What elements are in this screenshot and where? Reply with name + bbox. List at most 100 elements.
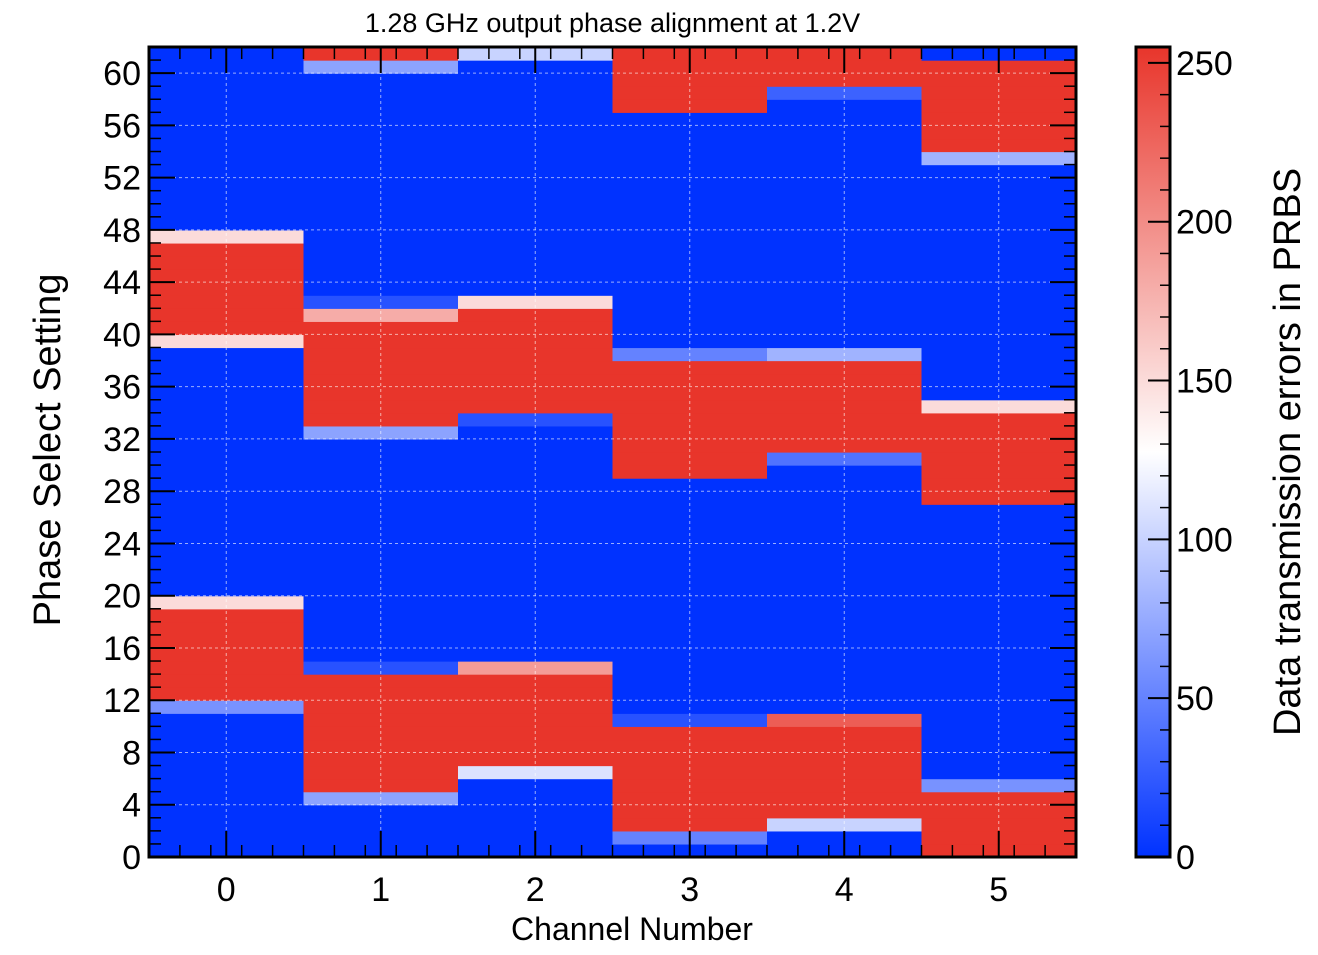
- heatmap-cell: [767, 308, 923, 322]
- heatmap-cell: [149, 99, 305, 113]
- heatmap-cell: [303, 687, 459, 701]
- heatmap-cell: [458, 517, 614, 531]
- heatmap-cell: [921, 465, 1077, 479]
- heatmap-cell: [458, 256, 614, 270]
- y-tick-label: 32: [103, 421, 141, 459]
- heatmap-cell: [612, 295, 768, 309]
- y-tick-label: 12: [103, 682, 141, 720]
- heatmap-cell: [303, 399, 459, 414]
- heatmap-cell: [921, 530, 1077, 545]
- colorbar: [1134, 45, 1172, 859]
- y-tick-label: 60: [103, 55, 141, 93]
- heatmap-cell: [767, 595, 923, 610]
- heatmap-cell: [458, 817, 614, 832]
- heatmap-cell: [149, 595, 305, 610]
- heatmap-cell: [303, 242, 459, 257]
- colorbar-title: Data transmission errors in PRBS: [1267, 168, 1309, 736]
- heatmap-cell: [767, 517, 923, 531]
- heatmap-cell: [767, 687, 923, 701]
- heatmap-cell: [767, 386, 923, 401]
- heatmap-cell: [612, 752, 768, 767]
- heatmap-cell: [767, 530, 923, 545]
- heatmap-cell: [612, 621, 768, 636]
- heatmap-cell: [921, 752, 1077, 767]
- heatmap-cell: [303, 452, 459, 466]
- heatmap-cell: [767, 242, 923, 257]
- y-tick-label: 52: [103, 160, 141, 198]
- heatmap-cell: [303, 308, 459, 322]
- heatmap-cell: [149, 452, 305, 466]
- heatmap-cell: [921, 99, 1077, 113]
- heatmap-cell: [767, 452, 923, 466]
- colorbar-tick-label: 150: [1176, 363, 1233, 401]
- heatmap-cell: [458, 608, 614, 623]
- heatmap-cell: [458, 308, 614, 322]
- heatmap-cell: [458, 373, 614, 388]
- heatmap-cell: [303, 86, 459, 100]
- heatmap-cell: [303, 151, 459, 166]
- heatmap-cell: [767, 543, 923, 558]
- heatmap-cell: [303, 530, 459, 545]
- heatmap-cell: [767, 399, 923, 414]
- x-axis-title: Channel Number: [511, 911, 753, 947]
- heatmap-cell: [921, 151, 1077, 166]
- heatmap-cell: [921, 517, 1077, 531]
- heatmap-cell: [149, 295, 305, 309]
- heatmap-cell: [612, 687, 768, 701]
- heatmap-cell: [303, 295, 459, 309]
- heatmap-cell: [458, 386, 614, 401]
- heatmap-cell: [767, 295, 923, 309]
- heatmap-cell: [612, 817, 768, 832]
- heatmap-cell: [767, 373, 923, 388]
- heatmap-cell: [612, 595, 768, 610]
- heatmap-cell: [458, 321, 614, 336]
- heatmap-cell: [149, 164, 305, 179]
- heatmap-cell: [303, 765, 459, 780]
- heatmap-cell: [612, 517, 768, 531]
- x-tick-label: 3: [680, 871, 699, 909]
- heatmap-cell: [458, 765, 614, 780]
- heatmap-cell: [149, 765, 305, 780]
- heatmap-cell: [303, 386, 459, 401]
- heatmap-cell: [149, 517, 305, 531]
- heatmap-cell: [921, 543, 1077, 558]
- heatmap-cell: [767, 256, 923, 270]
- y-tick-label: 44: [103, 264, 141, 302]
- heatmap-cell: [149, 674, 305, 688]
- heatmap-cell: [767, 229, 923, 244]
- heatmap-cell: [149, 386, 305, 401]
- heatmap-cell: [921, 452, 1077, 466]
- heatmap-cell: [921, 608, 1077, 623]
- heatmap-cell: [303, 321, 459, 336]
- heatmap-cells: [149, 47, 1077, 858]
- heatmap-cell: [458, 86, 614, 100]
- heatmap-cell: [149, 739, 305, 754]
- heatmap-cell: [149, 543, 305, 558]
- colorbar-tick-label: 200: [1176, 204, 1233, 242]
- heatmap-cell: [612, 151, 768, 166]
- heatmap-cell: [458, 687, 614, 701]
- heatmap-cell: [921, 256, 1077, 270]
- heatmap-cell: [767, 177, 923, 192]
- heatmap-cell: [921, 229, 1077, 244]
- heatmap-cell: [921, 295, 1077, 309]
- heatmap-cell: [149, 308, 305, 322]
- heatmap-cell: [612, 373, 768, 388]
- heatmap-cell: [458, 452, 614, 466]
- y-tick-label: 40: [103, 316, 141, 354]
- colorbar-tick-label: 100: [1176, 521, 1233, 559]
- heatmap-cell: [458, 99, 614, 113]
- heatmap-cell: [612, 478, 768, 492]
- heatmap-cell: [458, 177, 614, 192]
- heatmap-cell: [149, 687, 305, 701]
- heatmap-cell: [767, 674, 923, 688]
- heatmap-cell: [458, 242, 614, 257]
- heatmap-cell: [921, 308, 1077, 322]
- y-tick-label: 36: [103, 369, 141, 407]
- heatmap-cell: [458, 674, 614, 688]
- heatmap-cell: [458, 164, 614, 179]
- heatmap-cell: [458, 478, 614, 492]
